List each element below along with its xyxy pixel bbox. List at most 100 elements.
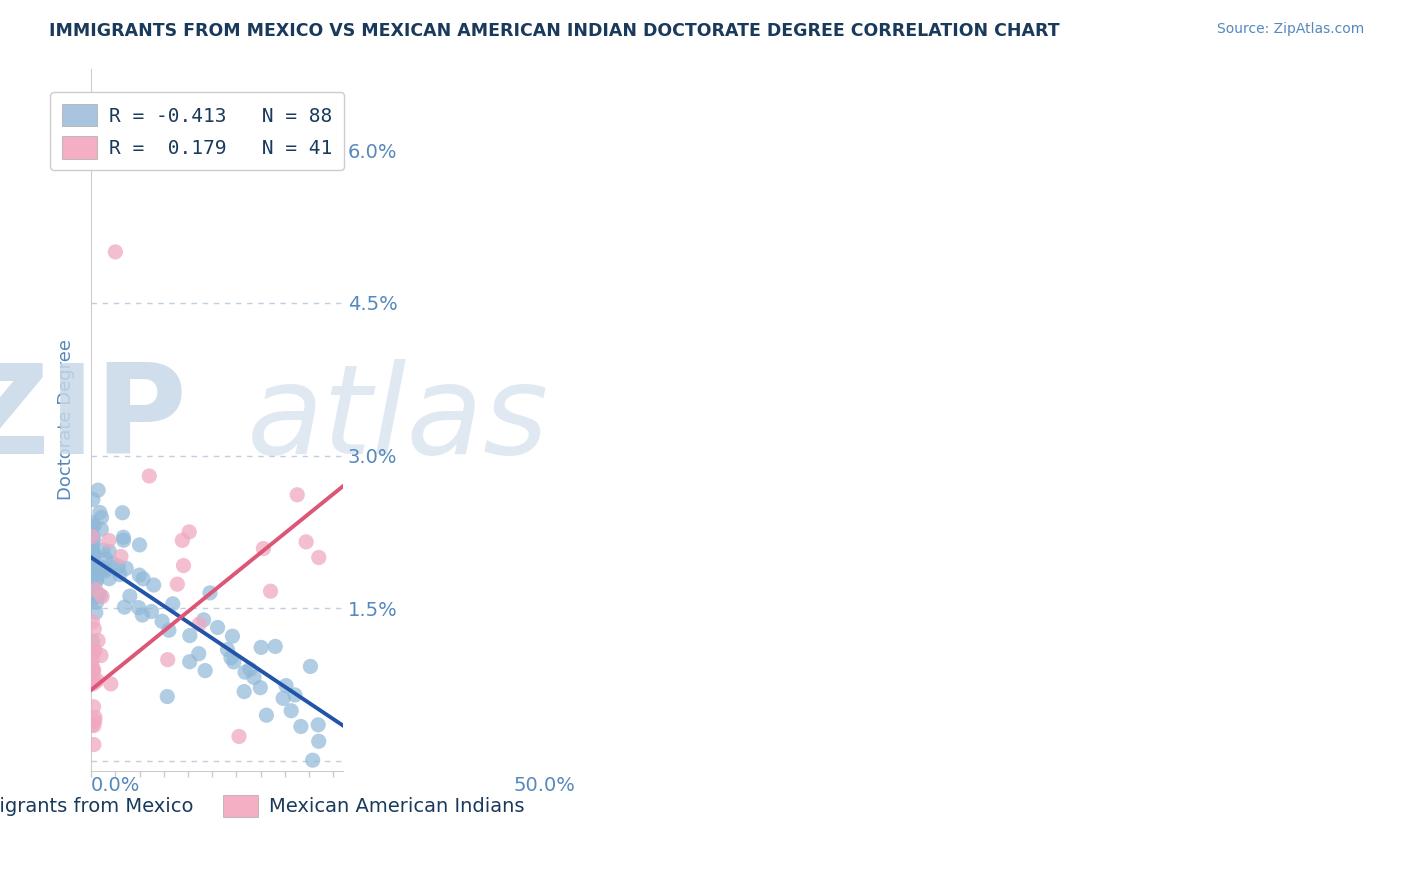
Point [219, 650, 242, 665]
Point [250, 640, 273, 655]
Point [80, 648, 103, 662]
Text: 0.0%: 0.0% [91, 776, 141, 795]
Point [82, 677, 104, 691]
Point [118, 589, 141, 603]
Point [86, 595, 108, 609]
Point [194, 664, 217, 678]
Point [100, 677, 122, 691]
Point [179, 655, 201, 669]
Point [101, 557, 124, 571]
Point [82, 563, 104, 577]
Point [80, 583, 103, 598]
Point [90, 563, 112, 577]
Point [91, 590, 114, 604]
Point [82, 644, 104, 658]
Point [80, 515, 103, 529]
Point [128, 568, 150, 582]
Point [80, 520, 103, 534]
Y-axis label: Doctorate Degree: Doctorate Degree [58, 340, 75, 500]
Point [82, 652, 104, 666]
Point [252, 541, 274, 556]
Point [207, 620, 229, 634]
Point [179, 524, 201, 539]
Point [198, 586, 221, 600]
Point [98, 544, 121, 558]
Point [83, 662, 105, 676]
Point [84, 710, 107, 724]
Point [82, 547, 104, 561]
Point [86, 574, 108, 588]
Point [87, 483, 110, 498]
Point [97, 533, 120, 548]
Point [249, 681, 271, 695]
Point [217, 642, 239, 657]
Point [156, 652, 179, 666]
Point [87, 560, 110, 574]
Point [87, 633, 110, 648]
Point [94, 561, 117, 575]
Point [80, 582, 103, 597]
Point [172, 533, 194, 548]
Text: Source: ZipAtlas.com: Source: ZipAtlas.com [1216, 22, 1364, 37]
Point [86, 573, 108, 587]
Point [157, 624, 180, 638]
Point [91, 543, 114, 558]
Point [228, 730, 250, 744]
Point [114, 600, 136, 615]
Point [84, 582, 107, 597]
Point [82, 665, 104, 680]
Point [83, 590, 105, 604]
Point [104, 244, 127, 259]
Point [89, 506, 111, 520]
Point [82, 615, 104, 629]
Point [166, 577, 188, 591]
Point [353, 194, 375, 208]
Point [83, 518, 105, 533]
Point [83, 558, 105, 572]
Point [239, 662, 262, 676]
Point [107, 559, 129, 574]
Point [83, 534, 105, 549]
Point [82, 492, 104, 507]
Point [141, 605, 163, 619]
Point [132, 572, 155, 586]
Point [83, 622, 105, 636]
Point [162, 597, 184, 611]
Point [84, 606, 107, 620]
Point [179, 629, 201, 643]
Point [308, 550, 330, 565]
Point [86, 673, 108, 688]
Point [83, 714, 105, 728]
Point [285, 488, 308, 502]
Point [83, 547, 105, 561]
Point [80, 657, 103, 672]
Point [243, 671, 266, 685]
Point [271, 691, 294, 706]
Point [82, 549, 104, 564]
Point [301, 753, 323, 767]
Point [112, 530, 135, 544]
Point [82, 536, 104, 550]
Point [110, 549, 132, 564]
Point [128, 538, 150, 552]
Point [150, 614, 173, 628]
Point [84, 559, 107, 574]
Point [274, 679, 297, 693]
Point [142, 578, 165, 592]
Point [80, 718, 103, 732]
Text: 50.0%: 50.0% [513, 776, 575, 795]
Point [83, 738, 105, 752]
Point [94, 564, 117, 578]
Point [299, 659, 322, 673]
Point [295, 534, 318, 549]
Point [83, 699, 105, 714]
Point [128, 600, 150, 615]
Point [80, 541, 103, 555]
Point [111, 506, 134, 520]
Point [84, 643, 107, 657]
Point [87, 559, 110, 574]
Point [193, 613, 215, 627]
Point [222, 655, 245, 669]
Text: atlas: atlas [247, 359, 550, 481]
Point [82, 549, 104, 564]
